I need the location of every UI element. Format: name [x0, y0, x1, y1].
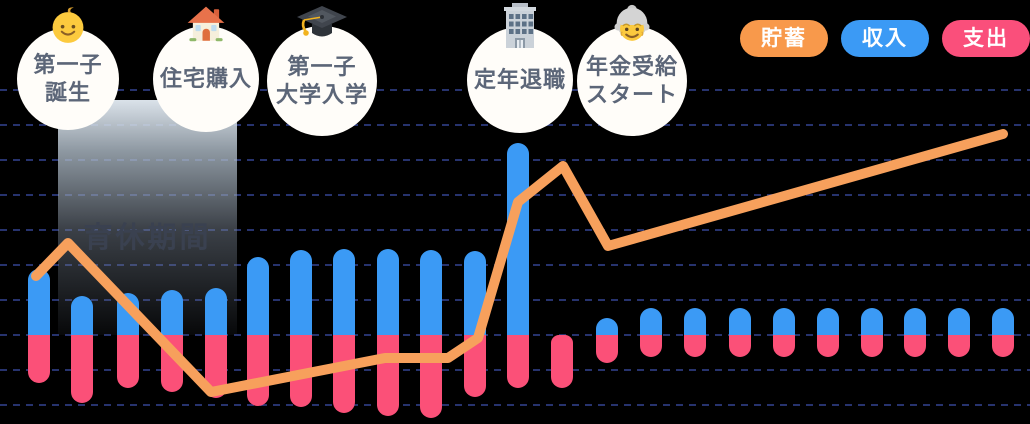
income-bar — [333, 249, 355, 335]
event-label: 第一子 大学入学 — [275, 54, 368, 107]
expense-bar — [464, 335, 486, 397]
expense-bar — [28, 335, 50, 383]
event-circle — [17, 28, 119, 130]
gridline — [0, 404, 1030, 406]
expense-bar — [551, 335, 573, 388]
income-bar — [205, 288, 227, 335]
event-circle — [153, 26, 259, 132]
expense-bar — [684, 335, 706, 357]
income-bar — [992, 308, 1014, 335]
parental-leave-label: 育休期間 — [83, 222, 212, 254]
office-building-icon — [494, 2, 546, 48]
income-bar — [684, 308, 706, 335]
income-bar — [861, 308, 883, 335]
income-bar — [507, 143, 529, 335]
expense-bar — [71, 335, 93, 403]
income-bar — [161, 290, 183, 335]
expense-bar — [117, 335, 139, 388]
event-label: 年金受給 スタート — [585, 54, 678, 107]
event-marker-house: 住宅購入 — [153, 6, 259, 132]
expense-bar — [596, 335, 618, 363]
house-icon — [185, 2, 227, 48]
event-label: 定年退職 — [473, 67, 566, 92]
event-label: 住宅購入 — [159, 66, 252, 91]
income-bar — [420, 250, 442, 335]
income-bar — [729, 308, 751, 335]
legend-badge-income: 収入 — [841, 20, 929, 57]
expense-bar — [817, 335, 839, 357]
income-bar — [290, 250, 312, 335]
income-bar — [904, 308, 926, 335]
income-bar — [28, 269, 50, 335]
expense-bar — [948, 335, 970, 357]
event-marker-office-building: 定年退職 — [467, 3, 573, 133]
expense-bar — [773, 335, 795, 357]
event-circle — [577, 26, 687, 136]
expense-bar — [904, 335, 926, 357]
income-bar — [773, 308, 795, 335]
expense-bar — [992, 335, 1014, 357]
legend-badge-expenses: 支出 — [942, 20, 1030, 57]
income-bar — [640, 308, 662, 335]
grandma-icon — [608, 2, 656, 48]
income-bar — [596, 318, 618, 335]
income-bar — [377, 249, 399, 335]
event-circle — [267, 26, 377, 136]
income-bar — [948, 308, 970, 335]
expense-bar — [729, 335, 751, 357]
event-label: 第一子 誕生 — [33, 52, 103, 105]
expense-bar — [205, 335, 227, 398]
expense-bar — [333, 335, 355, 413]
income-bar — [247, 257, 269, 335]
income-bar — [817, 308, 839, 335]
graduation-cap-icon — [295, 2, 349, 48]
baby-icon — [48, 2, 88, 48]
legend-badge-savings: 貯蓄 — [740, 20, 828, 57]
expense-bar — [507, 335, 529, 388]
income-bar — [71, 296, 93, 335]
event-marker-graduation-cap: 第一子 大学入学 — [267, 6, 377, 136]
legend: 貯蓄 収入 支出 — [740, 20, 1030, 57]
expense-bar — [640, 335, 662, 357]
event-marker-grandma: 年金受給 スタート — [577, 4, 687, 136]
expense-bar — [861, 335, 883, 357]
event-marker-baby: 第一子 誕生 — [17, 7, 119, 130]
